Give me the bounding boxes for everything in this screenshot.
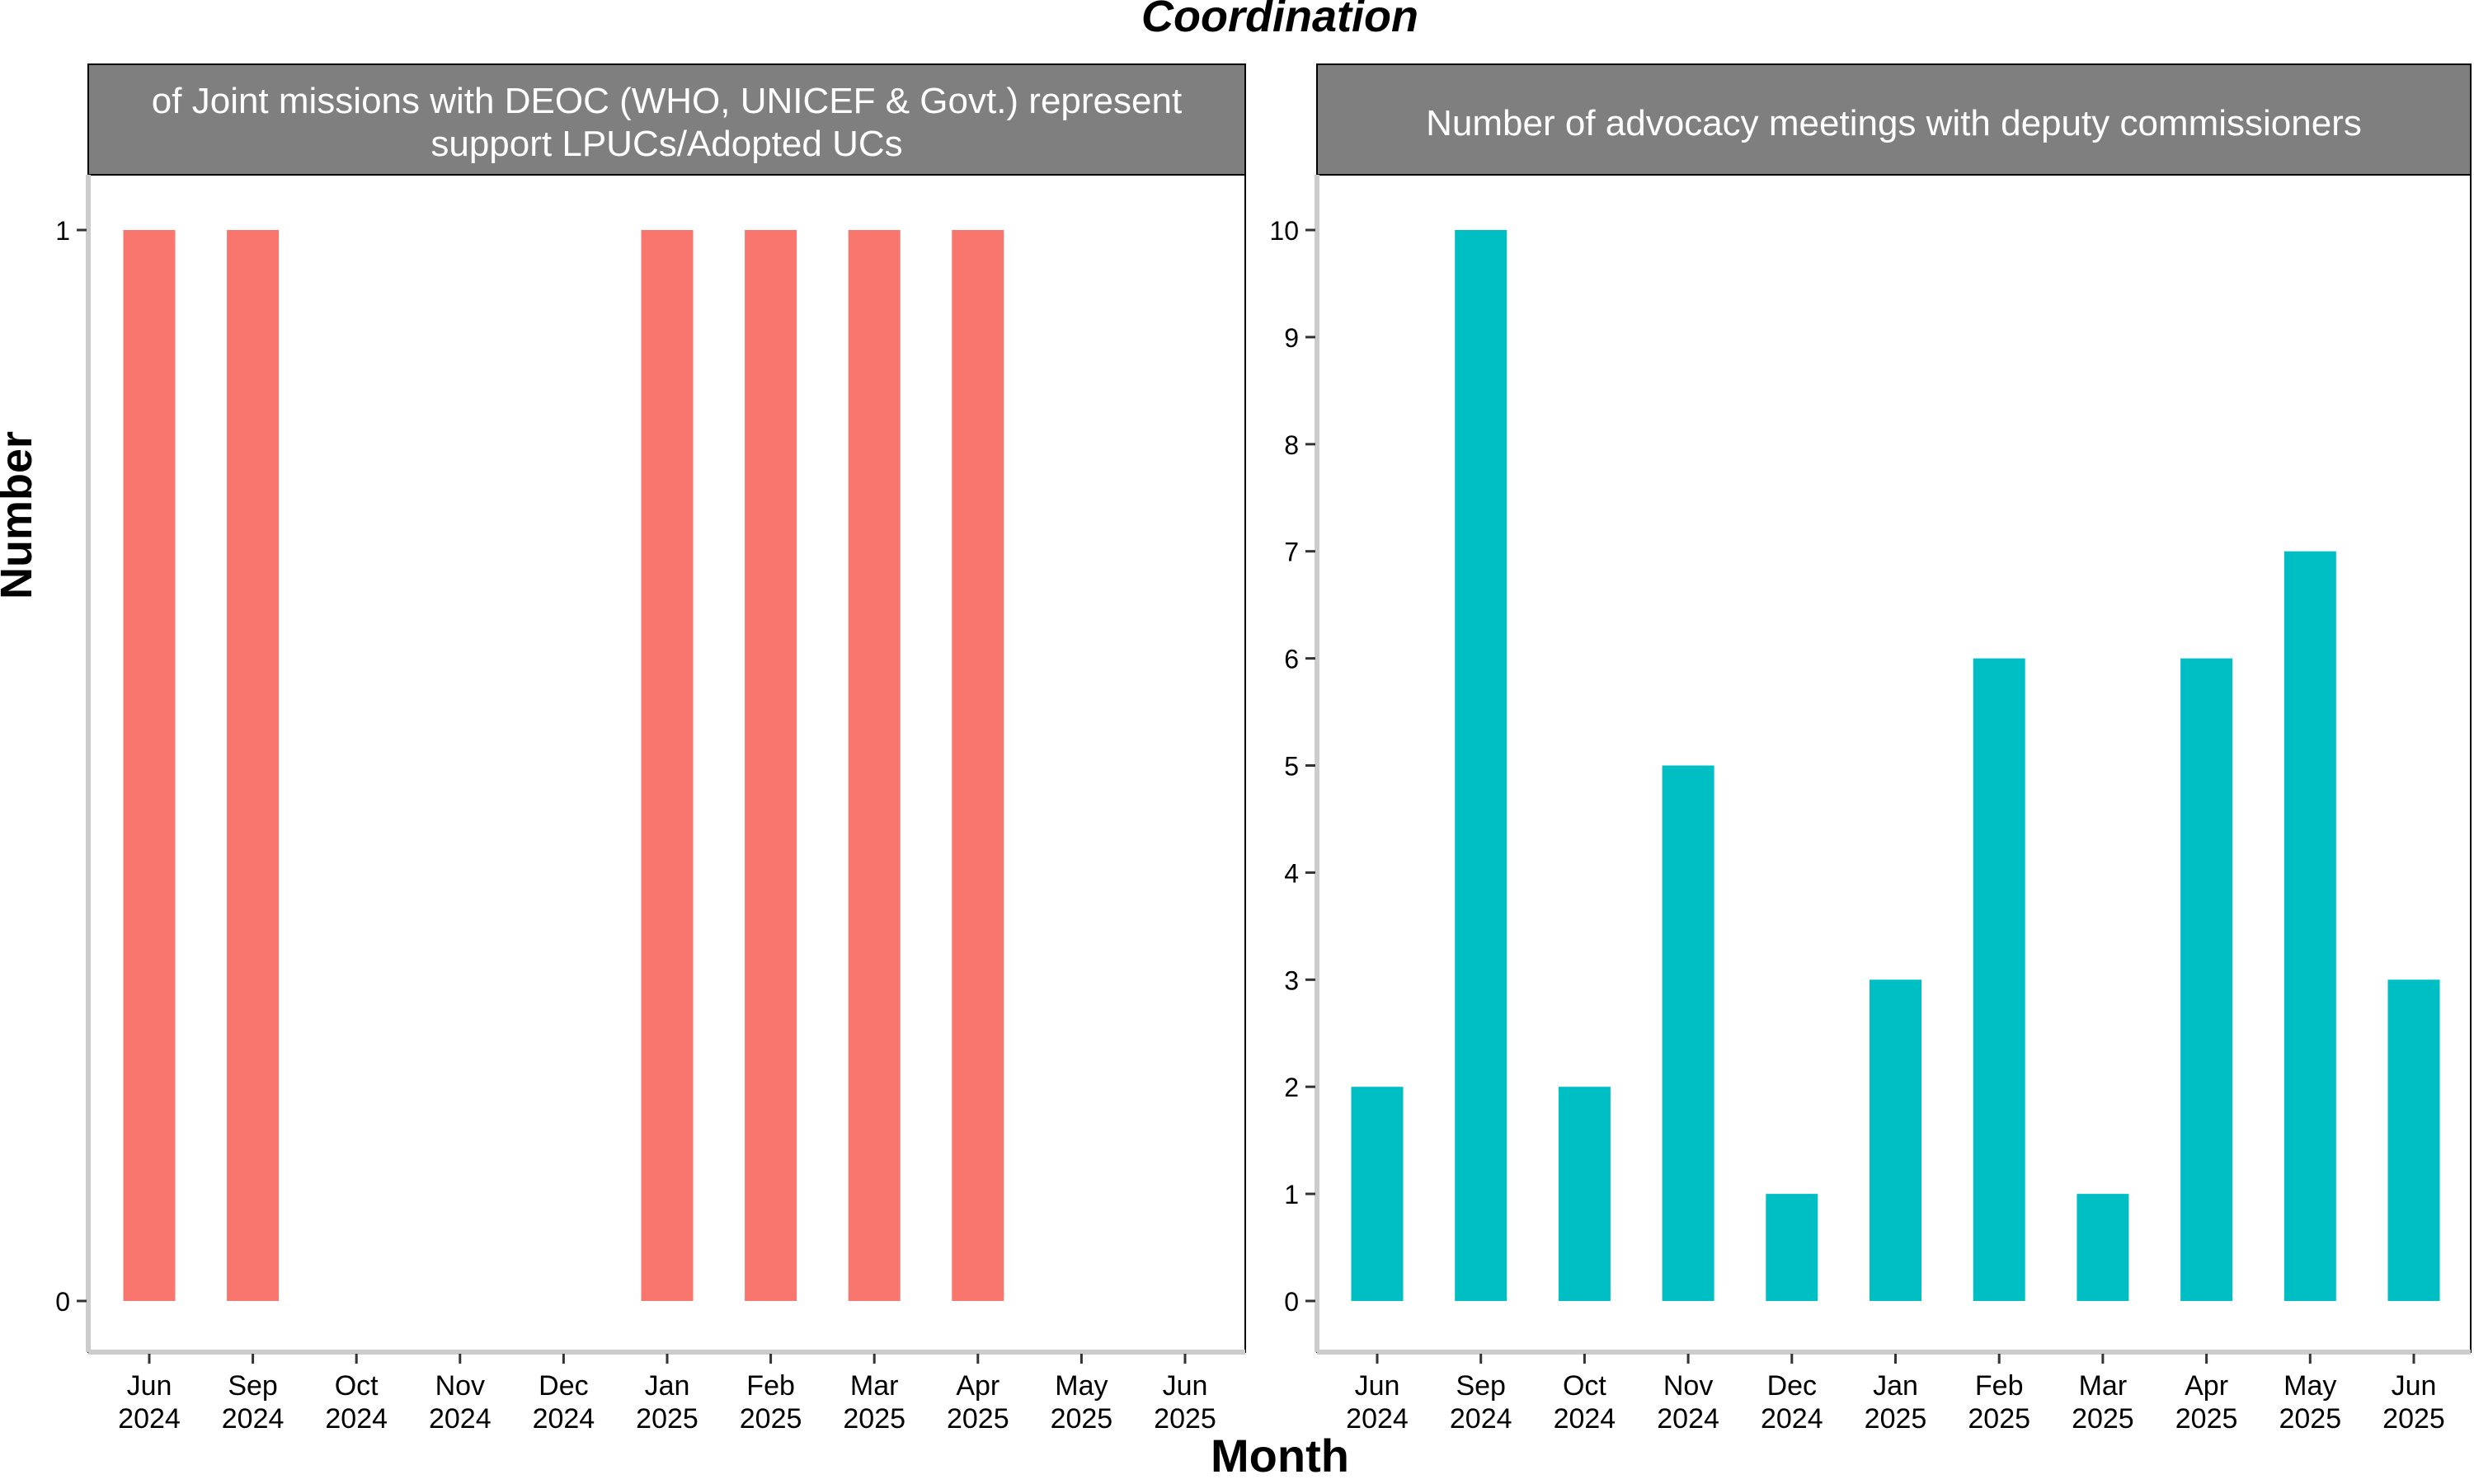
bar [2284,551,2336,1301]
y-axis-title: Number [0,431,41,599]
x-tick-label: Apr 2025 [947,1370,1009,1435]
bar [227,230,280,1301]
x-tick-label: Sep 2024 [1450,1370,1512,1435]
bar [1766,1194,1818,1301]
y-tick-label: 8 [1284,430,1299,460]
x-tick-label: Oct 2024 [325,1370,388,1435]
bar [641,230,694,1301]
x-tick-label: Sep 2024 [222,1370,285,1435]
x-tick-label: Nov 2024 [429,1370,492,1435]
bar [1351,1087,1404,1301]
x-tick-label: Mar 2025 [2072,1370,2134,1435]
strip-title-line: of Joint missions with DEOC (WHO, UNICEF… [152,81,1182,121]
y-tick-label: 5 [1284,752,1299,782]
y-tick-label: 9 [1284,323,1299,353]
strip-background [87,63,1246,176]
x-tick-label: Jan 2025 [636,1370,698,1435]
x-tick-label: Oct 2024 [1554,1370,1616,1435]
x-tick-label: Jun 2024 [1346,1370,1409,1435]
bar [2077,1194,2129,1301]
bar [1662,765,1714,1301]
x-tick-label: Jun 2025 [1154,1370,1216,1435]
panel-2: Number of advocacy meetings with deputy … [1269,63,2472,1435]
x-tick-label: Nov 2024 [1657,1370,1719,1435]
bar [123,230,176,1301]
x-axis-title: Month [1211,1430,1349,1482]
strip-title-line: support LPUCs/Adopted UCs [430,124,902,164]
x-tick-label: Jan 2025 [1865,1370,1927,1435]
bar [952,230,1004,1301]
x-tick-label: Feb 2025 [1968,1370,2030,1435]
bar [848,230,901,1301]
y-tick-label: 6 [1284,645,1299,674]
x-tick-label: Mar 2025 [843,1370,905,1435]
y-tick-label: 1 [55,216,70,246]
chart-title: Coordination [1141,0,1418,41]
facet-panels: of Joint missions with DEOC (WHO, UNICEF… [55,63,2472,1435]
x-tick-label: Dec 2024 [533,1370,595,1435]
strip-background [1316,63,2472,176]
bar [2387,979,2440,1301]
bar [1558,1087,1611,1301]
bar [1973,658,2025,1301]
y-tick-label: 0 [55,1287,70,1317]
bar [2180,658,2233,1301]
y-tick-label: 0 [1284,1287,1299,1317]
y-tick-label: 4 [1284,858,1299,888]
y-tick-label: 1 [1284,1180,1299,1209]
x-tick-label: May 2025 [1051,1370,1113,1435]
x-tick-label: May 2025 [2279,1370,2341,1435]
x-tick-label: Feb 2025 [740,1370,802,1435]
y-tick-label: 7 [1284,538,1299,567]
x-tick-label: Jun 2024 [118,1370,181,1435]
x-tick-label: Apr 2025 [2175,1370,2238,1435]
bar [1455,230,1507,1301]
strip-title: Number of advocacy meetings with deputy … [1426,103,2362,143]
y-tick-label: 10 [1269,216,1299,246]
y-tick-label: 2 [1284,1073,1299,1102]
bar [745,230,797,1301]
x-tick-label: Jun 2025 [2382,1370,2445,1435]
y-tick-label: 3 [1284,965,1299,995]
bar [1870,979,1921,1301]
x-tick-label: Dec 2024 [1761,1370,1823,1435]
panel-1: of Joint missions with DEOC (WHO, UNICEF… [55,63,1246,1435]
